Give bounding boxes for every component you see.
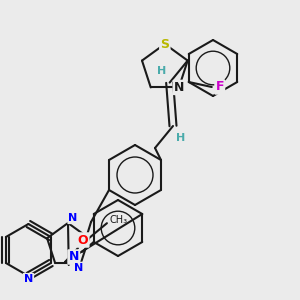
Text: N: N (74, 263, 84, 273)
Text: CH₃: CH₃ (110, 215, 128, 225)
Text: N: N (24, 274, 33, 284)
Text: N: N (68, 213, 78, 223)
Text: O: O (78, 233, 88, 247)
Text: S: S (160, 38, 169, 50)
Text: H: H (157, 66, 166, 76)
Text: F: F (215, 80, 224, 94)
Text: N: N (174, 81, 184, 94)
Text: H: H (176, 133, 186, 143)
Text: N: N (69, 250, 79, 263)
